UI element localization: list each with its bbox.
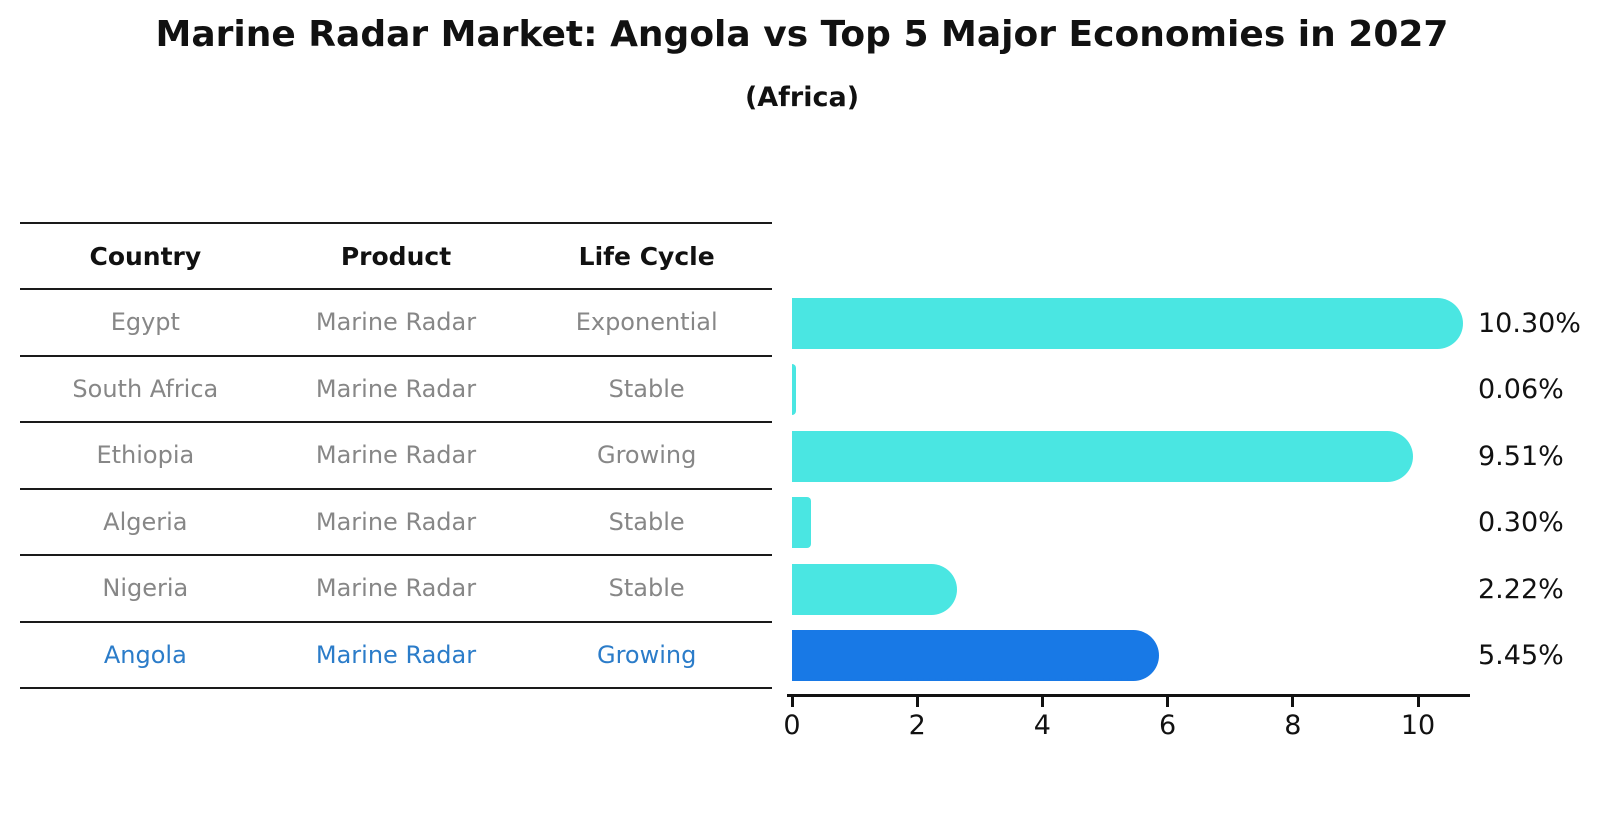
lifecycle-cell: Stable bbox=[608, 507, 685, 536]
x-axis-tick bbox=[1291, 696, 1295, 707]
product-cell: Marine Radar bbox=[315, 507, 477, 536]
country-cell: Ethiopia bbox=[96, 441, 195, 470]
product-cell: Marine Radar bbox=[315, 640, 477, 669]
product-cell: Marine Radar bbox=[315, 574, 477, 603]
table-row: South Africa Marine Radar Stable bbox=[20, 357, 772, 423]
product-cell: Marine Radar bbox=[315, 441, 477, 470]
bar-angola-highlight bbox=[792, 630, 1160, 682]
x-axis-tick bbox=[1416, 696, 1420, 707]
x-axis-tick-label: 6 bbox=[1159, 710, 1177, 741]
x-axis-tick bbox=[915, 696, 919, 707]
lifecycle-cell: Growing bbox=[596, 441, 697, 470]
lifecycle-cell: Stable bbox=[608, 574, 685, 603]
bar-ethiopia bbox=[792, 430, 1414, 482]
table-row: Egypt Marine Radar Exponential bbox=[20, 290, 772, 357]
bar-value-label: 5.45% bbox=[1478, 640, 1564, 672]
country-table: Country Product Life Cycle Egypt Marine … bbox=[20, 222, 772, 689]
x-axis-tick bbox=[790, 696, 794, 707]
bar-value-label: 0.30% bbox=[1478, 507, 1564, 539]
lifecycle-cell: Stable bbox=[608, 374, 685, 403]
x-axis-line bbox=[787, 694, 1470, 697]
chart-title: Marine Radar Market: Angola vs Top 5 Maj… bbox=[155, 14, 1449, 55]
country-cell: Angola bbox=[103, 640, 187, 669]
bar-nigeria bbox=[792, 563, 957, 615]
x-axis-tick bbox=[1166, 696, 1170, 707]
column-header-country: Country bbox=[89, 241, 202, 271]
table-row: Algeria Marine Radar Stable bbox=[20, 490, 772, 556]
lifecycle-cell: Growing bbox=[596, 640, 697, 669]
country-cell: Egypt bbox=[110, 308, 180, 337]
bar-value-label: 0.06% bbox=[1478, 374, 1564, 406]
x-axis-tick-label: 0 bbox=[783, 710, 801, 741]
table-row-angola-highlight: Angola Marine Radar Growing bbox=[20, 623, 772, 689]
column-header-product: Product bbox=[340, 241, 452, 271]
table-header-row: Country Product Life Cycle bbox=[20, 222, 772, 290]
x-axis-tick bbox=[1040, 696, 1044, 707]
x-axis-tick-label: 4 bbox=[1033, 710, 1051, 741]
bar-south-africa bbox=[792, 364, 796, 416]
country-cell: Algeria bbox=[103, 507, 188, 536]
x-axis-tick-label: 8 bbox=[1284, 710, 1302, 741]
lifecycle-cell: Exponential bbox=[575, 308, 718, 337]
product-cell: Marine Radar bbox=[315, 308, 477, 337]
column-header-lifecycle: Life Cycle bbox=[578, 241, 715, 271]
chart-subtitle: (Africa) bbox=[744, 82, 860, 113]
country-cell: South Africa bbox=[72, 374, 219, 403]
table-row: Ethiopia Marine Radar Growing bbox=[20, 423, 772, 490]
bar-value-label: 10.30% bbox=[1478, 307, 1581, 339]
table-row: Nigeria Marine Radar Stable bbox=[20, 556, 772, 623]
bar-egypt bbox=[792, 297, 1463, 349]
x-axis-tick-label: 10 bbox=[1400, 710, 1436, 741]
product-cell: Marine Radar bbox=[315, 374, 477, 403]
bar-value-label: 9.51% bbox=[1478, 440, 1564, 472]
country-cell: Nigeria bbox=[102, 574, 189, 603]
bar-value-label: 2.22% bbox=[1478, 573, 1564, 605]
bar-algeria bbox=[792, 497, 811, 549]
x-axis-tick-label: 2 bbox=[908, 710, 926, 741]
